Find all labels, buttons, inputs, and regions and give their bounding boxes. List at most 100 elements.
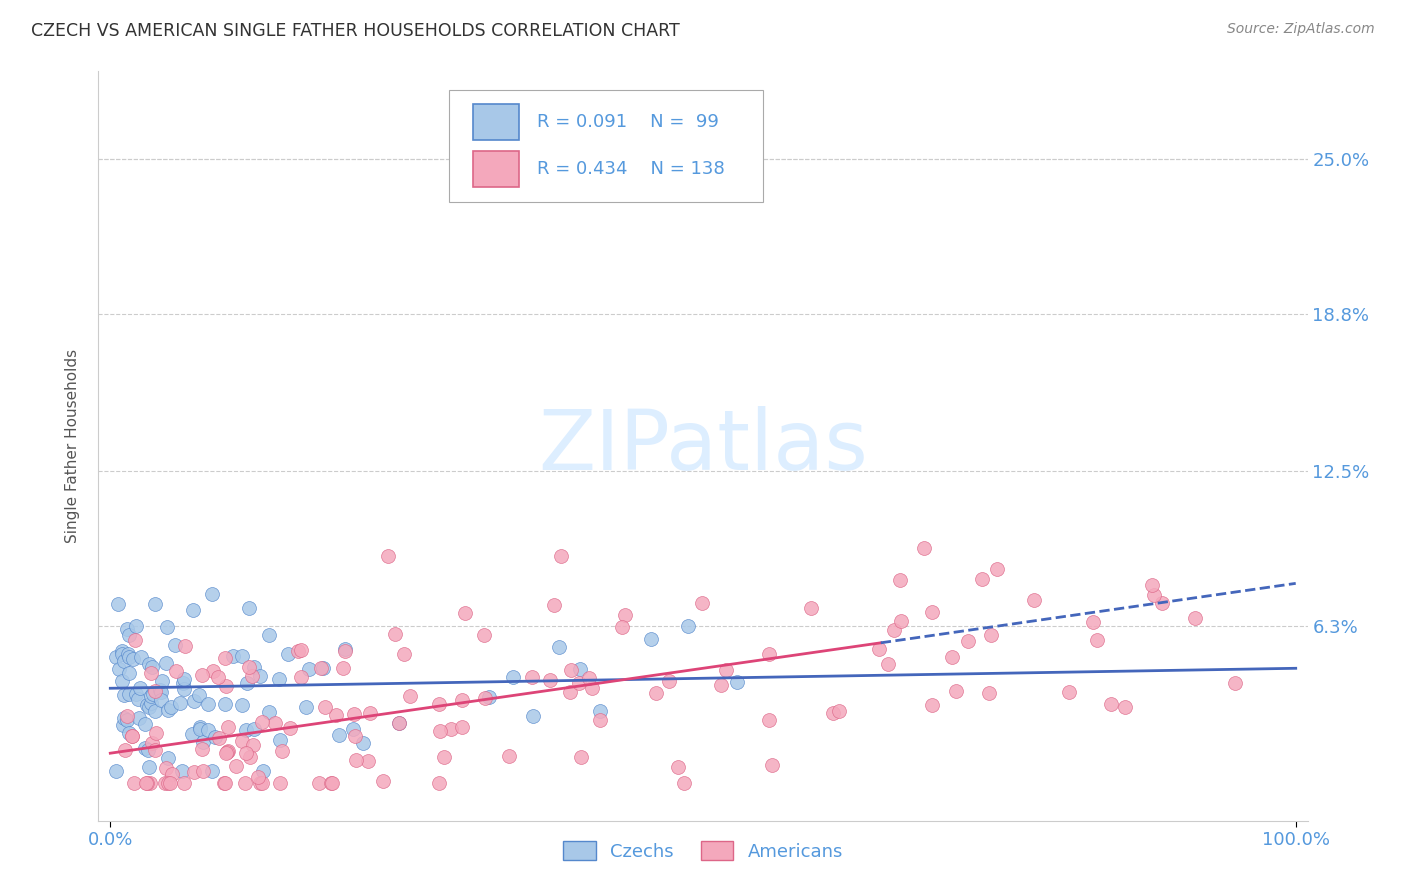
Point bbox=[321, 776, 343, 790]
Point bbox=[134, 717, 156, 731]
Point bbox=[191, 668, 214, 682]
Point bbox=[295, 699, 318, 714]
Point bbox=[138, 657, 160, 672]
Point bbox=[238, 600, 260, 615]
Point bbox=[314, 700, 336, 714]
Point bbox=[429, 723, 451, 738]
Point bbox=[217, 744, 239, 758]
Point bbox=[550, 549, 572, 563]
Point bbox=[921, 605, 943, 619]
Point bbox=[640, 632, 662, 647]
Point bbox=[259, 628, 281, 642]
Point bbox=[1081, 615, 1104, 629]
Text: CZECH VS AMERICAN SINGLE FATHER HOUSEHOLDS CORRELATION CHART: CZECH VS AMERICAN SINGLE FATHER HOUSEHOL… bbox=[31, 22, 679, 40]
Point bbox=[359, 706, 381, 720]
FancyBboxPatch shape bbox=[474, 151, 519, 186]
Point bbox=[344, 729, 367, 743]
Point bbox=[235, 746, 257, 760]
Point bbox=[889, 573, 911, 587]
Point bbox=[589, 704, 612, 718]
Point bbox=[145, 726, 167, 740]
Point bbox=[312, 661, 335, 675]
Point bbox=[568, 676, 591, 690]
Point bbox=[208, 731, 231, 746]
Point bbox=[277, 647, 299, 661]
Point bbox=[162, 766, 184, 780]
Point bbox=[399, 689, 422, 703]
Point bbox=[342, 723, 364, 737]
Point bbox=[111, 673, 134, 688]
Point bbox=[214, 651, 236, 665]
Point bbox=[105, 764, 128, 778]
Point bbox=[309, 661, 332, 675]
Point bbox=[214, 776, 236, 790]
Point bbox=[392, 647, 415, 661]
Point bbox=[1184, 611, 1206, 625]
Point bbox=[141, 660, 163, 674]
Point bbox=[270, 743, 292, 757]
Point bbox=[118, 726, 141, 740]
Point bbox=[107, 662, 129, 676]
Point bbox=[173, 681, 195, 696]
Point bbox=[215, 679, 238, 693]
Text: R = 0.434    N = 138: R = 0.434 N = 138 bbox=[537, 160, 725, 178]
Point bbox=[105, 649, 128, 664]
Point bbox=[112, 711, 135, 725]
Point bbox=[502, 669, 524, 683]
Point bbox=[690, 596, 713, 610]
Point bbox=[139, 665, 162, 680]
Point bbox=[250, 715, 273, 730]
Point bbox=[344, 754, 367, 768]
Point bbox=[117, 665, 139, 680]
Point bbox=[263, 716, 285, 731]
Point bbox=[201, 764, 224, 778]
Point bbox=[980, 628, 1002, 642]
Point bbox=[233, 776, 256, 790]
Point bbox=[970, 572, 993, 586]
Point bbox=[945, 684, 967, 698]
Point bbox=[157, 751, 180, 765]
Point bbox=[440, 723, 463, 737]
Point bbox=[215, 745, 238, 759]
FancyBboxPatch shape bbox=[474, 104, 519, 140]
Point bbox=[761, 758, 783, 772]
Point bbox=[155, 656, 177, 670]
Point bbox=[1150, 596, 1173, 610]
Point bbox=[658, 674, 681, 689]
Point bbox=[128, 711, 150, 725]
Point bbox=[352, 736, 374, 750]
Point bbox=[138, 699, 160, 714]
Point bbox=[117, 647, 139, 661]
Point bbox=[239, 749, 262, 764]
Point bbox=[290, 643, 312, 657]
Point bbox=[201, 587, 224, 601]
Point bbox=[249, 669, 271, 683]
Point bbox=[191, 764, 214, 778]
Point bbox=[143, 743, 166, 757]
Point bbox=[1099, 697, 1122, 711]
Point bbox=[115, 709, 138, 723]
Point bbox=[127, 692, 149, 706]
Point bbox=[188, 688, 211, 702]
Point bbox=[560, 685, 582, 699]
Point bbox=[522, 709, 544, 723]
Point bbox=[191, 741, 214, 756]
Point bbox=[124, 775, 146, 789]
Point bbox=[257, 705, 280, 719]
Point bbox=[941, 649, 963, 664]
Point bbox=[142, 687, 165, 701]
Point bbox=[269, 673, 291, 687]
Point bbox=[125, 687, 148, 701]
Point bbox=[242, 738, 264, 752]
Point bbox=[799, 600, 821, 615]
Point bbox=[269, 732, 291, 747]
Point bbox=[243, 660, 266, 674]
Point bbox=[165, 638, 187, 652]
Point bbox=[614, 607, 637, 622]
Point bbox=[139, 696, 162, 710]
Point bbox=[188, 720, 211, 734]
Point bbox=[335, 644, 357, 658]
Y-axis label: Single Father Households: Single Father Households bbox=[65, 349, 80, 543]
FancyBboxPatch shape bbox=[449, 90, 763, 202]
Point bbox=[235, 723, 257, 738]
